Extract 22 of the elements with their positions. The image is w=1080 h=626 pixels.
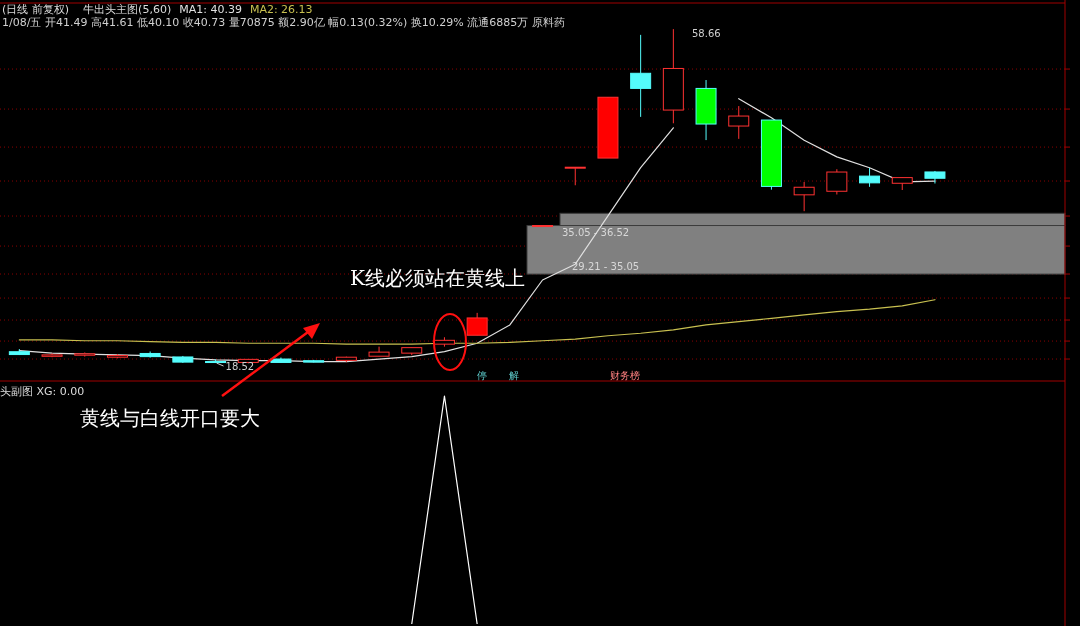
candlestick — [466, 312, 488, 336]
text: 1/08/五 开41.49 高41.61 低40.10 收40.73 量70875 额2.90亿 幅0.13(0.32%) 换10.29% 流通6885万 原料药 — [2, 16, 565, 29]
candlestick — [859, 167, 881, 188]
candlestick — [564, 166, 586, 186]
candlestick — [728, 105, 750, 140]
candlestick — [793, 181, 815, 212]
chart-title: 头副图 XG: 0.00 — [0, 385, 85, 398]
annotation: 解 — [509, 370, 519, 381]
text: MA1: 40.39 — [179, 3, 242, 16]
annotation: 18.52 — [225, 361, 255, 373]
annotation: 财务榜 — [610, 370, 640, 381]
annotation: K线必须站在黄线上 — [350, 266, 525, 290]
band-label: 35.05 - 36.52 — [562, 227, 630, 239]
band-label: 29.21 - 35.05 — [572, 261, 640, 273]
annotation: 58.66 — [692, 28, 721, 39]
annotation: 黄线与白线开口要大 — [80, 406, 260, 430]
chart-title: 牛出头主图(5,60) — [83, 3, 172, 16]
annotation: (日线 前复权) — [2, 3, 70, 16]
annotation: 停 — [477, 370, 487, 381]
candlestick — [826, 168, 848, 195]
candlestick — [630, 34, 652, 118]
text: MA2: 26.13 — [249, 3, 313, 16]
